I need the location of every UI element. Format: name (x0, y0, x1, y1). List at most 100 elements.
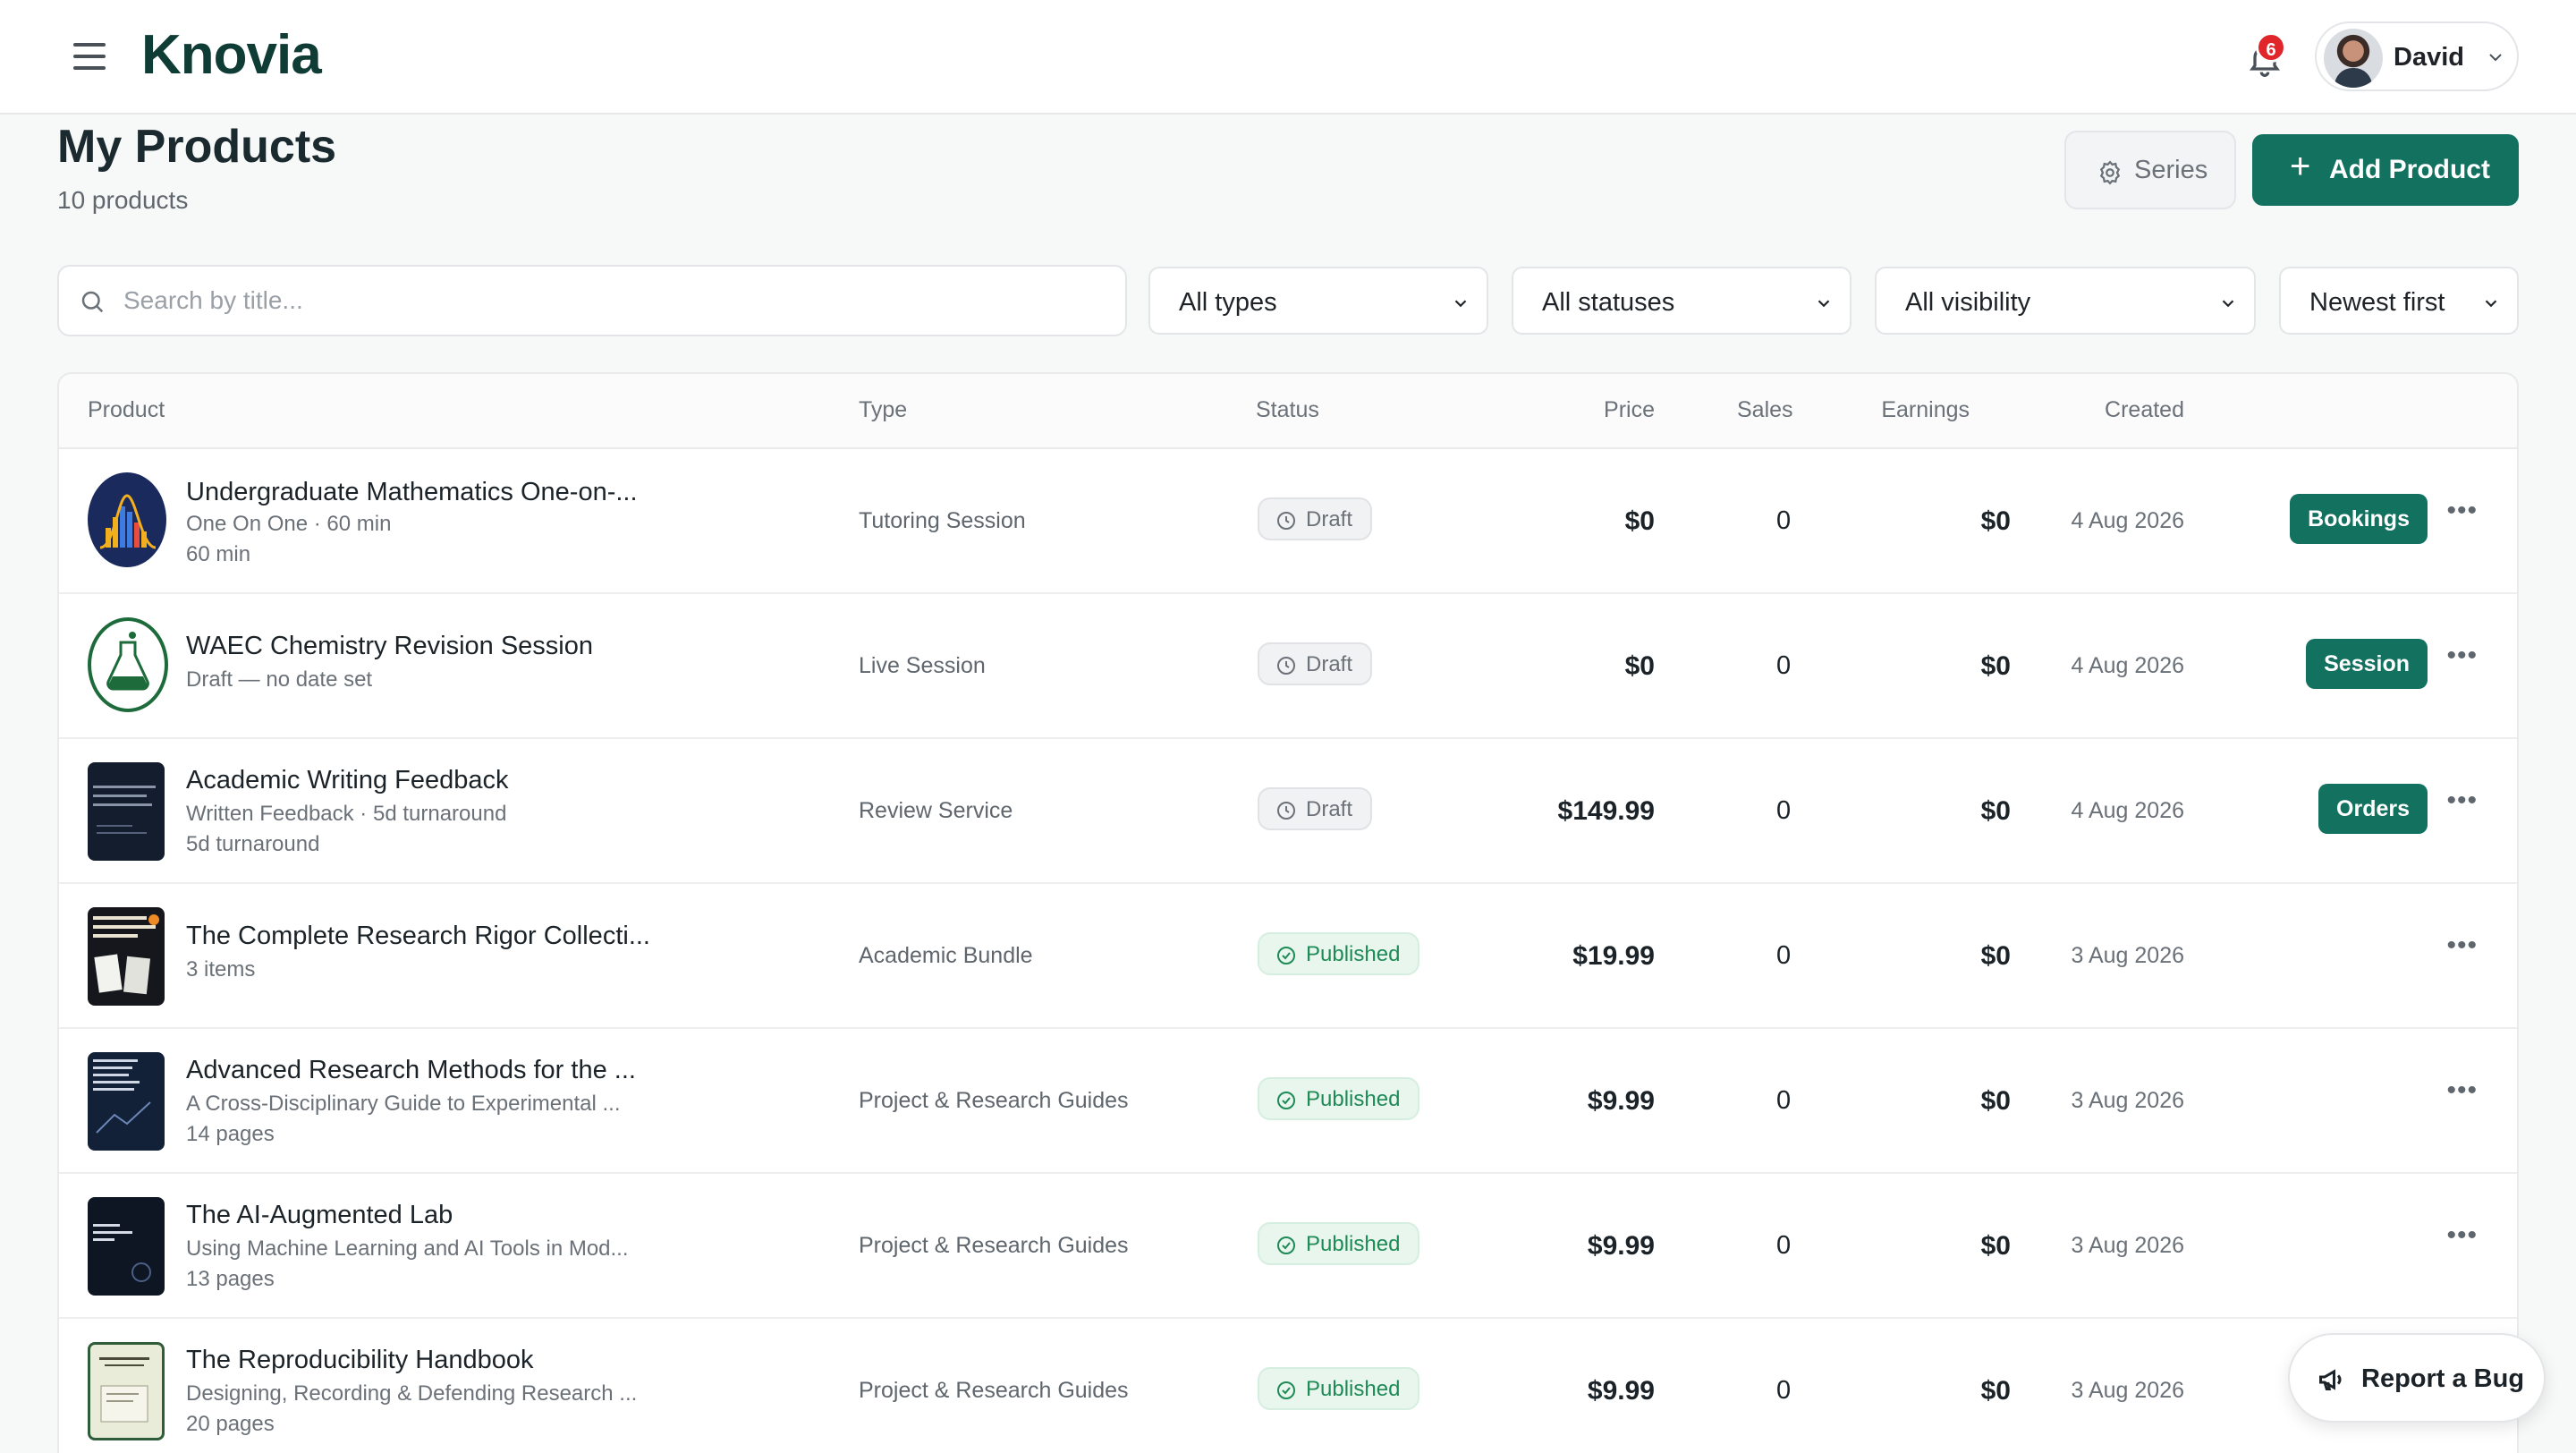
product-sales: 0 (1776, 506, 1792, 535)
more-options-icon[interactable]: ••• (2446, 1075, 2478, 1105)
user-menu[interactable]: David (2315, 21, 2519, 91)
add-product-button[interactable]: + Add Product (2252, 134, 2519, 206)
more-options-icon[interactable]: ••• (2446, 786, 2478, 815)
product-earnings: $0 (1980, 651, 2011, 681)
clock-icon (1277, 512, 1295, 530)
product-detail: 5d turnaround (186, 832, 320, 856)
more-options-icon[interactable]: ••• (2446, 641, 2478, 670)
product-sales: 0 (1776, 941, 1792, 970)
header-price[interactable]: Price (1604, 397, 1655, 422)
plus-icon: + (2290, 147, 2311, 186)
more-options-icon[interactable]: ••• (2446, 1220, 2478, 1250)
header-earnings[interactable]: Earnings (1881, 397, 1970, 422)
check-circle-icon (1277, 1236, 1295, 1254)
app-logo[interactable]: Knovia (141, 24, 322, 86)
product-type: Review Service (859, 798, 1013, 823)
table-row[interactable]: Advanced Research Methods for the ... A … (59, 1029, 2517, 1174)
product-subtitle: 3 items (186, 957, 256, 981)
sort-select[interactable]: Newest first (2279, 267, 2519, 335)
report-bug-button[interactable]: Report a Bug (2288, 1333, 2546, 1423)
book-cover-icon (93, 914, 159, 995)
product-subtitle: Written Feedback · 5d turnaround (186, 802, 507, 826)
series-label: Series (2134, 156, 2208, 184)
search-icon (81, 291, 104, 313)
orders-button[interactable]: Orders (2318, 784, 2428, 834)
status-filter-value: All statuses (1542, 288, 1675, 317)
chevron-down-icon (2489, 54, 2502, 62)
sort-value: Newest first (2309, 288, 2445, 317)
product-type: Project & Research Guides (859, 1088, 1129, 1113)
session-button[interactable]: Session (2306, 639, 2428, 689)
status-text: Published (1306, 1087, 1401, 1111)
product-earnings: $0 (1980, 941, 2011, 971)
header-product[interactable]: Product (88, 397, 165, 422)
product-title[interactable]: WAEC Chemistry Revision Session (186, 632, 593, 660)
status-badge: Published (1258, 932, 1420, 975)
check-circle-icon (1277, 1381, 1295, 1399)
table-header: Product Type Status Price Sales Earnings… (59, 374, 2517, 449)
notification-badge: 6 (2256, 32, 2286, 63)
product-title[interactable]: The AI-Augmented Lab (186, 1201, 453, 1229)
header-type[interactable]: Type (859, 397, 908, 422)
table-row[interactable]: WAEC Chemistry Revision Session Draft — … (59, 594, 2517, 739)
product-earnings: $0 (1980, 1376, 2011, 1406)
type-filter-select[interactable]: All types (1148, 267, 1488, 335)
book-cover-icon (93, 786, 156, 834)
check-circle-icon (1277, 1092, 1295, 1109)
header-status[interactable]: Status (1256, 397, 1319, 422)
table-row[interactable]: The Reproducibility Handbook Designing, … (59, 1319, 2517, 1453)
product-type: Project & Research Guides (859, 1233, 1129, 1258)
bookings-button[interactable]: Bookings (2290, 494, 2428, 544)
menu-icon[interactable] (73, 43, 106, 70)
product-detail: 14 pages (186, 1122, 275, 1146)
product-created: 4 Aug 2026 (2071, 798, 2184, 823)
product-type: Project & Research Guides (859, 1378, 1129, 1403)
table-row[interactable]: The Complete Research Rigor Collecti... … (59, 884, 2517, 1029)
product-price: $9.99 (1587, 1376, 1655, 1406)
series-button[interactable]: Series (2064, 131, 2236, 209)
product-created: 4 Aug 2026 (2071, 508, 2184, 533)
status-text: Published (1306, 942, 1401, 966)
product-sales: 0 (1776, 796, 1792, 825)
search-box (57, 265, 1127, 336)
product-title[interactable]: Undergraduate Mathematics One-on-... (186, 478, 638, 506)
header-created[interactable]: Created (2105, 397, 2184, 422)
product-title[interactable]: The Complete Research Rigor Collecti... (186, 922, 650, 950)
status-filter-select[interactable]: All statuses (1512, 267, 1852, 335)
status-text: Draft (1306, 652, 1353, 676)
table-row[interactable]: The AI-Augmented Lab Using Machine Learn… (59, 1174, 2517, 1319)
product-subtitle: One On One · 60 min (186, 512, 392, 536)
product-count: 10 products (57, 186, 189, 214)
status-badge: Draft (1258, 787, 1373, 830)
visibility-filter-value: All visibility (1905, 288, 2031, 317)
table-row[interactable]: Academic Writing Feedback Written Feedba… (59, 739, 2517, 884)
more-options-icon[interactable]: ••• (2446, 496, 2478, 525)
status-badge: Published (1258, 1222, 1420, 1265)
clock-icon (1277, 657, 1295, 675)
product-thumbnail (88, 1342, 165, 1440)
more-options-icon[interactable]: ••• (2446, 930, 2478, 960)
product-price: $9.99 (1587, 1086, 1655, 1116)
product-title[interactable]: Academic Writing Feedback (186, 766, 509, 794)
status-badge: Draft (1258, 642, 1373, 685)
table-row[interactable]: Undergraduate Mathematics One-on-... One… (59, 449, 2517, 594)
visibility-filter-select[interactable]: All visibility (1875, 267, 2256, 335)
product-earnings: $0 (1980, 796, 2011, 826)
chart-thumbnail-icon (99, 494, 157, 549)
check-circle-icon (1277, 947, 1295, 964)
product-subtitle: A Cross-Disciplinary Guide to Experiment… (186, 1092, 621, 1116)
product-subtitle: Draft — no date set (186, 667, 373, 692)
megaphone-icon (2319, 1369, 2342, 1390)
product-type: Live Session (859, 653, 986, 678)
product-earnings: $0 (1980, 506, 2011, 536)
product-thumbnail (88, 472, 166, 567)
book-cover-icon (93, 1224, 151, 1282)
header-sales[interactable]: Sales (1737, 397, 1793, 422)
product-title[interactable]: The Reproducibility Handbook (186, 1346, 534, 1374)
status-badge: Published (1258, 1077, 1420, 1120)
products-table: Product Type Status Price Sales Earnings… (57, 372, 2519, 1453)
product-title[interactable]: Advanced Research Methods for the ... (186, 1056, 636, 1084)
product-thumbnail (88, 617, 168, 712)
search-input[interactable] (123, 281, 1107, 320)
product-sales: 0 (1776, 1376, 1792, 1405)
